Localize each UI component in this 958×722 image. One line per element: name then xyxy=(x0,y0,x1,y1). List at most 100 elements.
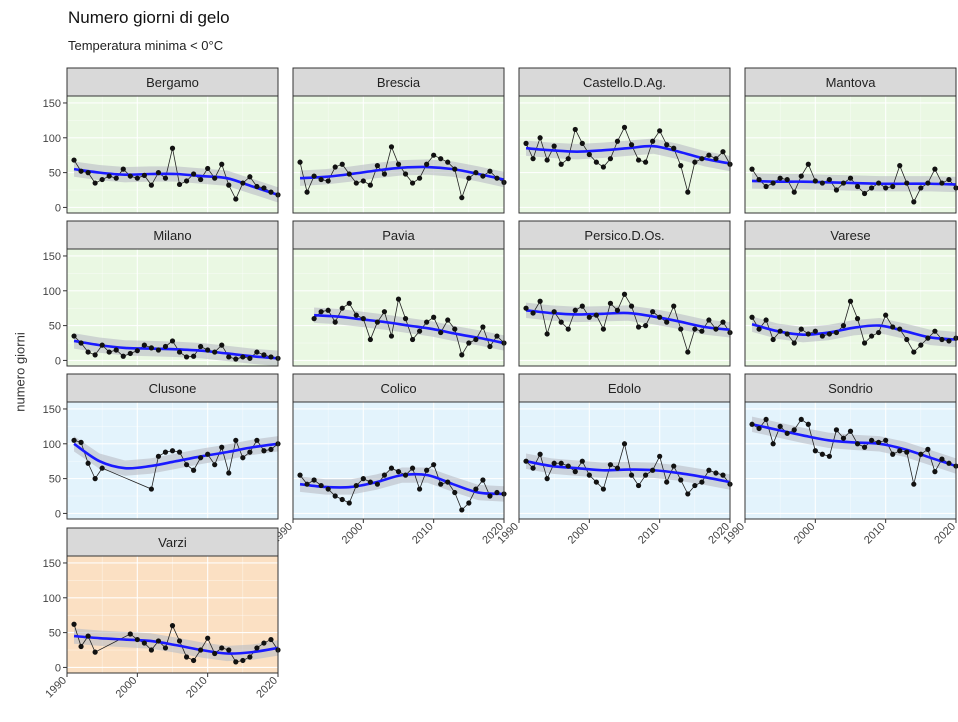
data-point-castello-d-ag xyxy=(523,140,529,146)
data-point-brescia xyxy=(494,175,500,181)
data-point-colico xyxy=(388,465,395,471)
data-point-varzi xyxy=(247,654,253,660)
data-point-colico xyxy=(367,479,373,485)
data-point-castello-d-ag xyxy=(621,124,628,130)
data-point-clusone xyxy=(254,437,260,443)
data-point-clusone xyxy=(148,486,154,492)
data-point-clusone xyxy=(183,462,190,468)
data-point-bergamo xyxy=(247,174,253,180)
data-point-bergamo xyxy=(176,181,183,188)
data-point-brescia xyxy=(409,180,416,186)
trend-line-colico xyxy=(299,472,505,496)
panel-border-colico xyxy=(292,401,505,520)
data-point-brescia xyxy=(438,156,444,162)
data-point-brescia xyxy=(402,171,409,177)
data-point-sondrio xyxy=(918,451,924,457)
y-tick-label: 50 xyxy=(49,474,61,486)
facet-label-persico-d-os: Persico.D.Os. xyxy=(584,228,664,243)
data-point-brescia xyxy=(332,164,338,170)
data-point-varzi xyxy=(261,640,267,646)
panel-persico-d-os: Persico.D.Os. xyxy=(518,220,733,367)
data-point-bergamo xyxy=(141,172,147,178)
data-point-sondrio xyxy=(925,446,931,452)
trend-line-brescia xyxy=(299,165,505,181)
data-point-colico xyxy=(325,486,331,492)
data-point-edolo xyxy=(530,465,536,471)
data-point-sondrio xyxy=(911,481,917,487)
facet-label-colico: Colico xyxy=(380,381,416,396)
confidence-band-clusone xyxy=(74,436,279,476)
data-point-varese xyxy=(890,324,896,330)
data-point-mantova xyxy=(763,183,769,190)
confidence-band-sondrio xyxy=(752,416,956,474)
data-point-edolo xyxy=(593,479,599,485)
data-point-varzi xyxy=(85,633,91,639)
data-point-clusone xyxy=(191,467,197,473)
data-point-colico xyxy=(466,500,472,506)
data-point-mantova xyxy=(791,189,797,195)
y-tick-label: 0 xyxy=(55,662,61,674)
data-point-persico-d-os xyxy=(600,326,607,332)
data-point-edolo xyxy=(720,472,726,478)
data-point-mantova xyxy=(826,176,833,183)
data-point-varzi xyxy=(176,638,183,644)
x-tick-label: 2000 xyxy=(340,521,366,547)
data-point-varzi xyxy=(169,623,176,629)
strip-brescia xyxy=(292,67,505,97)
data-point-sondrio xyxy=(854,441,861,447)
data-point-mantova xyxy=(883,185,889,191)
data-point-castello-d-ag xyxy=(586,151,592,158)
panel-castello-d-ag: Castello.D.Ag. xyxy=(518,67,733,214)
y-tick-label: 50 xyxy=(49,628,61,640)
data-point-brescia xyxy=(424,161,430,167)
data-point-colico xyxy=(297,472,303,478)
data-point-varese xyxy=(812,328,818,334)
trend-line-castello-d-ag xyxy=(525,144,731,165)
data-point-varzi xyxy=(71,621,77,627)
data-point-castello-d-ag xyxy=(650,138,656,144)
facet-label-castello-d-ag: Castello.D.Ag. xyxy=(583,75,666,90)
facet-label-varzi: Varzi xyxy=(158,535,187,550)
data-point-edolo xyxy=(699,479,705,485)
data-point-mantova xyxy=(812,178,818,184)
data-point-castello-d-ag xyxy=(551,143,557,149)
data-point-milano xyxy=(127,350,133,357)
panel-border-mantova xyxy=(744,95,957,214)
x-tick-label: 2000 xyxy=(792,521,818,547)
data-point-brescia xyxy=(381,171,388,177)
data-point-milano xyxy=(99,342,105,348)
data-point-mantova xyxy=(798,173,804,179)
data-point-sondrio xyxy=(819,451,825,457)
data-point-bergamo xyxy=(205,165,211,172)
data-point-mantova xyxy=(932,166,938,172)
data-point-bergamo xyxy=(106,173,112,179)
confidence-band-brescia xyxy=(300,159,504,188)
data-point-sondrio xyxy=(897,448,903,454)
data-point-bergamo xyxy=(254,183,260,190)
y-tick-label: 150 xyxy=(43,98,61,110)
data-point-castello-d-ag xyxy=(635,157,642,163)
panel-border-varese xyxy=(744,248,957,367)
data-point-milano xyxy=(205,347,211,353)
data-point-persico-d-os xyxy=(643,323,649,329)
x-tick-label: 2010 xyxy=(410,521,436,547)
data-point-varese xyxy=(763,317,769,323)
data-point-varese xyxy=(904,336,910,343)
data-point-persico-d-os xyxy=(558,319,564,325)
data-point-bergamo xyxy=(85,170,91,176)
data-point-clusone xyxy=(233,437,239,443)
data-point-milano xyxy=(113,347,119,353)
data-point-persico-d-os xyxy=(720,319,726,325)
data-point-varzi xyxy=(226,647,232,653)
data-point-varzi xyxy=(155,638,162,644)
strip-castello-d-ag xyxy=(518,67,731,97)
data-point-varese xyxy=(932,328,938,334)
data-point-mantova xyxy=(770,180,776,186)
data-point-edolo xyxy=(523,458,529,464)
data-point-milano xyxy=(78,340,84,346)
data-point-persico-d-os xyxy=(650,309,656,315)
data-point-edolo xyxy=(650,467,656,473)
data-point-mantova xyxy=(805,161,811,167)
trend-line-mantova xyxy=(751,179,957,186)
